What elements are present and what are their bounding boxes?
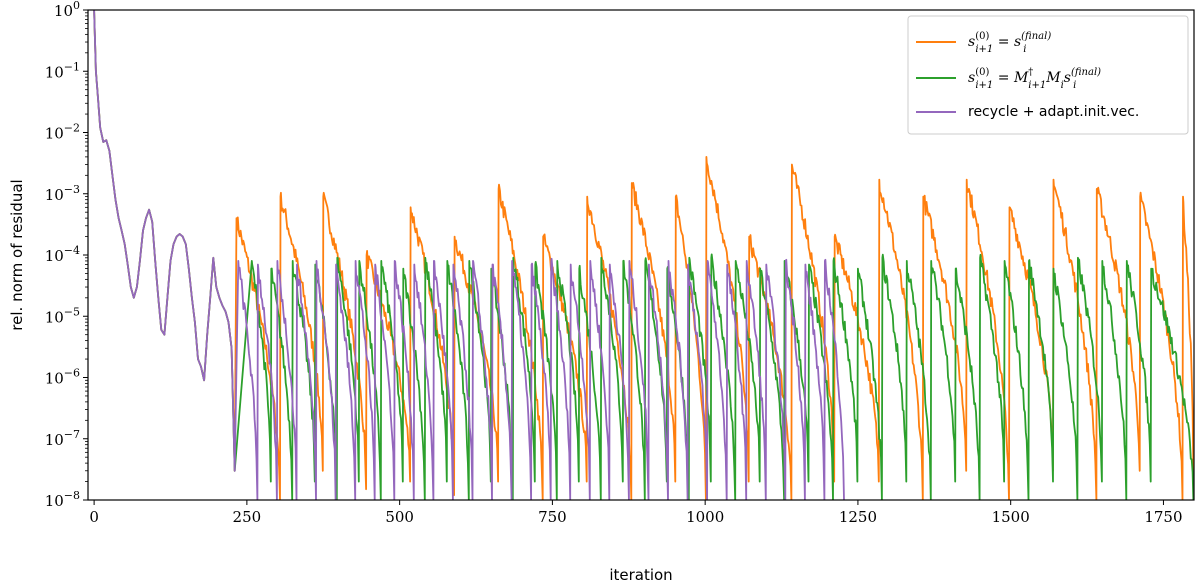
y-tick-label: 10−2 [45,122,80,143]
legend-label-series-1: s(0) i+1 = s(final) i [968,31,1051,55]
series-line-3 [93,10,845,500]
y-tick-label: 10−3 [45,183,80,204]
y-tick-label: 10−5 [45,305,80,326]
y-axis-label: rel. norm of residual [8,179,26,330]
y-tick-label: 10−1 [45,60,80,81]
x-tick-label: 0 [89,508,99,526]
x-tick-label: 750 [538,508,567,526]
y-tick-label: 10−4 [45,244,80,265]
x-tick-label: 1500 [992,508,1030,526]
y-tick-label: 100 [54,0,80,20]
x-tick-label: 1750 [1144,508,1182,526]
y-axis: 10−8 10−7 10−6 10−5 10−4 10−3 10−2 10−1 100 [45,0,88,510]
x-tick-label: 250 [233,508,262,526]
legend-box [907,15,1189,135]
y-tick-label: 10−8 [45,489,80,510]
legend-label-series-2: s(0) i+1 = M† i+1Mis(final) i [968,67,1101,91]
x-axis: 0 250 500 750 1000 1250 1500 1750 [89,500,1183,526]
x-tick-label: 1000 [686,508,724,526]
legend-label-series-3: recycle + adapt.init.vec. [968,104,1139,120]
x-tick-label: 1250 [839,508,877,526]
series-group [93,10,1194,500]
y-tick-label: 10−7 [45,428,80,449]
legend: s(0) i+1 = s(final) i s(0) i+1 = M† i+1Mis(f… [907,15,1189,135]
y-tick-label: 10−6 [45,367,80,388]
x-tick-label: 500 [385,508,414,526]
x-axis-label: iteration [609,566,672,584]
